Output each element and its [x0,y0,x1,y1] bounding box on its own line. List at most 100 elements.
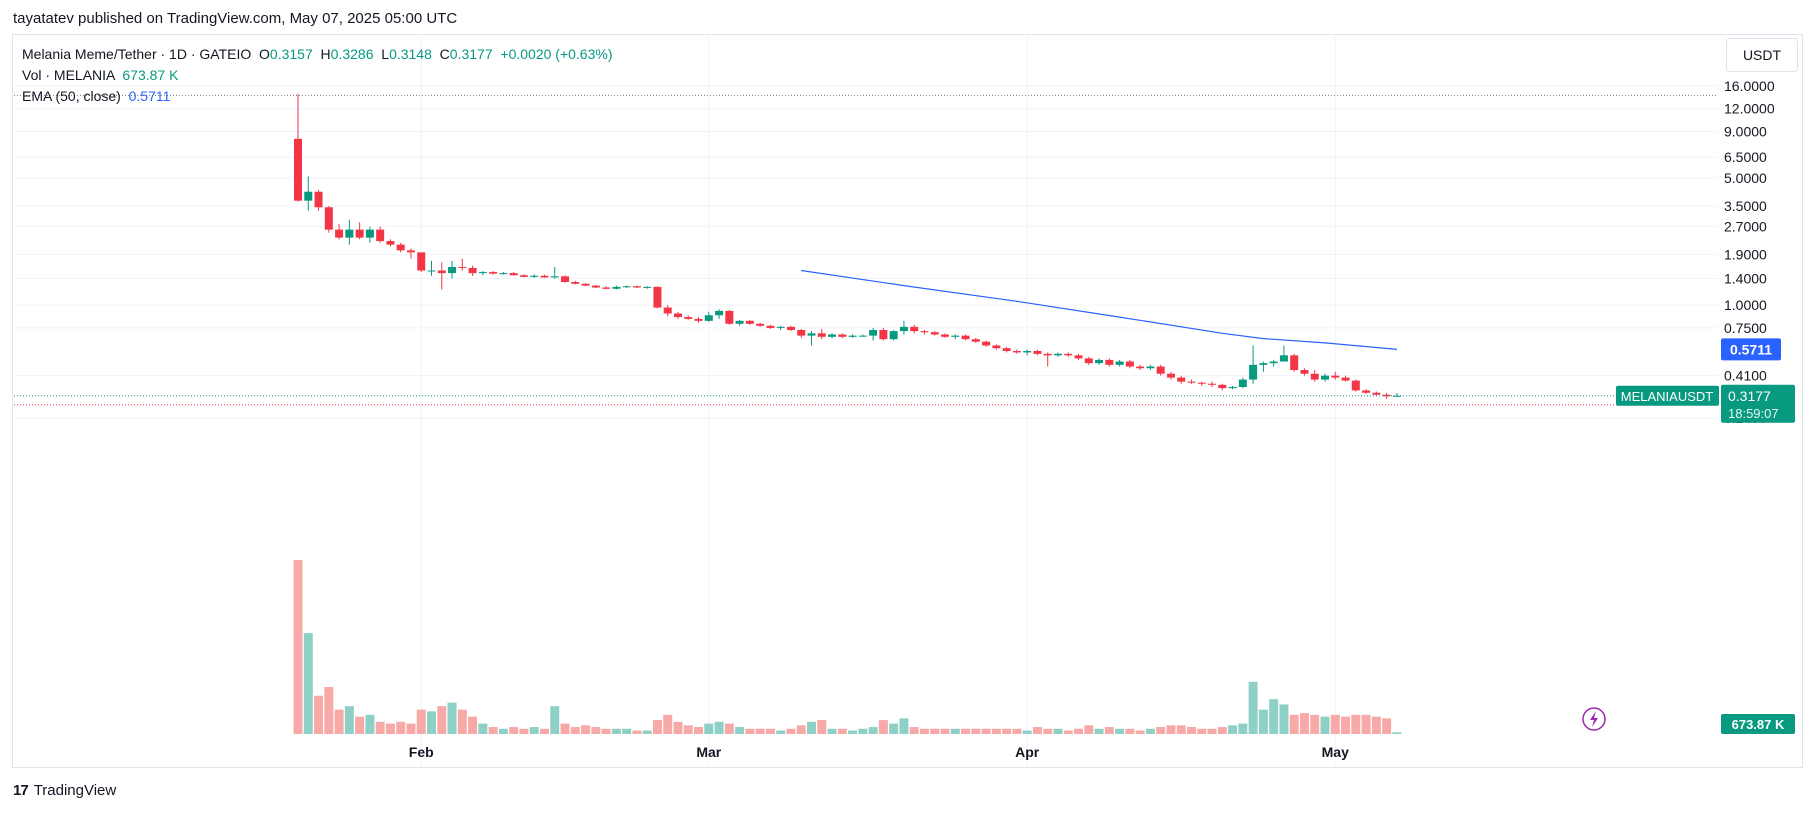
volume-bar [509,727,519,734]
candle-body [632,286,641,288]
volume-bar [1063,730,1073,734]
candle [1156,364,1165,376]
close-value: 0.3177 [449,46,493,62]
volume-bar [1094,728,1104,734]
candle [807,331,816,346]
candle-body [1290,355,1299,371]
candle-body [910,326,919,332]
price-tick-label: 12.0000 [1724,101,1775,117]
volume-bar [303,633,313,734]
candle-body [622,286,631,288]
volume-bar [1043,728,1053,734]
volume-bar [1022,730,1032,734]
candle [355,222,364,240]
candle-body [1156,366,1165,374]
candle-body [478,272,487,274]
volume-bar [1074,728,1084,734]
candle [294,93,302,202]
candle-body [725,310,734,324]
candle [1023,349,1032,356]
high-label: H [320,46,331,62]
lightning-icon[interactable] [1582,707,1606,731]
chart-legend: Melania Meme/Tether · 1D · GATEIO O0.315… [22,44,613,107]
volume-bar [837,728,847,734]
candle-body [519,275,528,277]
candle-body [715,310,724,316]
volume-bar [1197,728,1207,734]
candle-body [1331,375,1340,378]
candle [550,267,559,279]
volume-bar [437,706,447,734]
volume-bar [1279,704,1289,734]
candle [622,285,631,289]
candle-body [335,229,344,238]
volume-bar [581,725,591,734]
candle-body [1351,380,1360,391]
volume-bar [293,560,303,734]
candle-body [1372,392,1381,395]
volume-bar [961,728,971,734]
candle-body [756,323,765,326]
candle-body [468,268,477,274]
candle-body [838,334,847,337]
volume-label[interactable]: Vol · MELANIA [22,67,115,83]
candle [509,272,518,276]
candle [1177,375,1186,384]
volume-bar [930,728,940,734]
candle [858,334,867,337]
candle-body [982,341,991,346]
candle [437,262,446,290]
candle [817,328,826,340]
candle [458,258,467,271]
currency-button[interactable]: USDT [1726,38,1798,72]
candle-body [1074,355,1083,359]
candle-body [1321,375,1329,380]
candle [982,340,991,347]
symbol-title[interactable]: Melania Meme/Tether · 1D · GATEIO [22,46,252,62]
volume-bar [622,728,632,734]
candle [1064,352,1073,357]
candle [1300,368,1309,376]
candle [448,260,457,279]
candle-body [1362,390,1371,393]
volume-bar [1248,681,1258,734]
volume-bar [1382,718,1392,734]
volume-bar [950,728,960,734]
volume-bar [919,728,929,734]
candle-body [530,275,539,277]
candle-body [314,191,323,208]
tradingview-logo[interactable]: 17 TradingView [13,782,116,799]
volume-bar [344,706,354,734]
candle-body [1115,361,1124,365]
candle-body [879,330,888,340]
candle [1074,353,1083,360]
candle [1372,391,1381,396]
volume-bar [334,709,344,734]
candle-body [694,318,703,321]
volume-value: 673.87 K [122,67,179,83]
candle [376,226,385,243]
close-label: C [439,46,450,62]
volume-bar [683,725,693,734]
volume-bar [652,720,662,734]
candle [1053,352,1062,357]
candle-body [1125,361,1134,367]
volume-bar [714,721,724,734]
candle [1136,364,1145,371]
time-tick-label: Feb [409,744,434,760]
volume-bar [878,720,888,734]
candle [1105,358,1114,367]
volume-bar [899,718,909,734]
candle [1146,364,1155,371]
candle-body [684,317,693,319]
candle-body [406,250,415,253]
legend-volume-row: Vol · MELANIA 673.87 K [22,65,613,86]
candle-body [417,252,426,271]
volume-bar [427,711,437,734]
candle-body [1310,373,1319,380]
candle [889,330,898,341]
candle-body [961,335,970,340]
candle-body [1249,364,1258,380]
ema-label[interactable]: EMA (50, close) [22,88,121,104]
